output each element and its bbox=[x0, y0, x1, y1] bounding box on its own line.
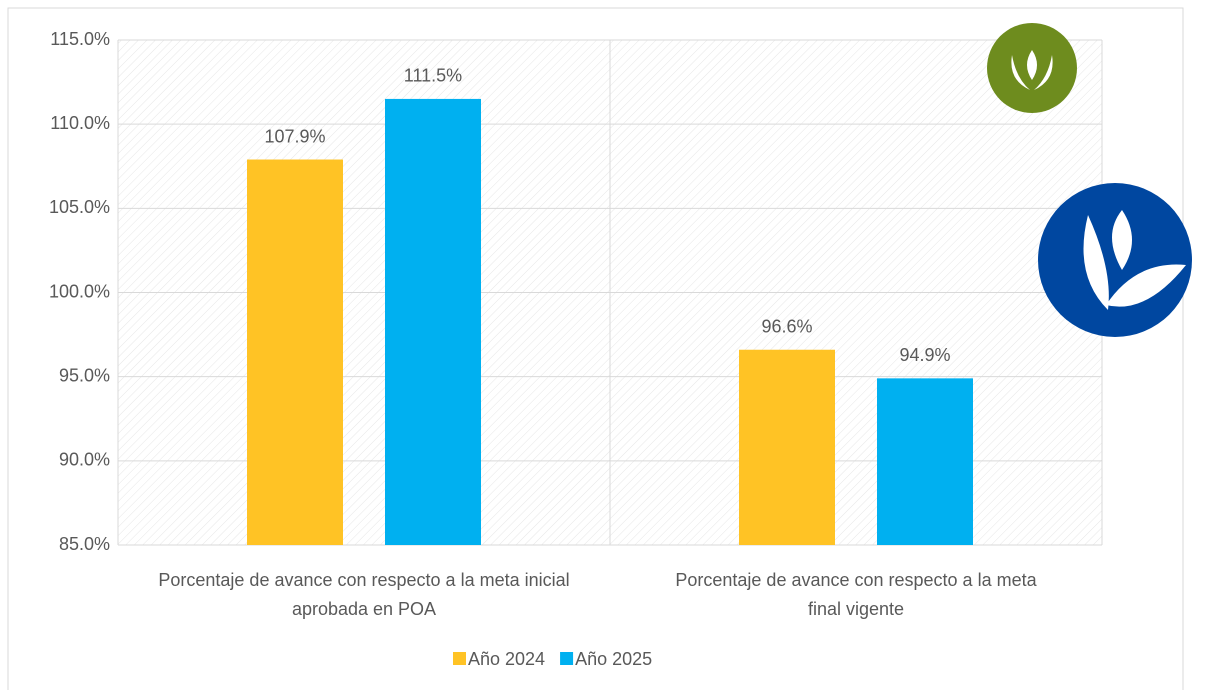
bar bbox=[739, 349, 835, 545]
legend-label: Año 2025 bbox=[575, 649, 652, 669]
value-label: 96.6% bbox=[761, 316, 812, 336]
y-tick-label: 95.0% bbox=[59, 365, 110, 385]
legend-label: Año 2024 bbox=[468, 649, 545, 669]
y-tick-label: 100.0% bbox=[49, 281, 110, 301]
bar bbox=[385, 98, 481, 546]
logo-green bbox=[987, 23, 1077, 113]
y-tick-label: 110.0% bbox=[50, 113, 110, 133]
legend-swatch bbox=[560, 652, 574, 665]
x-tick-label: Porcentaje de avance con respecto a la m… bbox=[675, 570, 1037, 619]
chart-border bbox=[7, 7, 1184, 690]
y-tick-label: 85.0% bbox=[59, 534, 110, 554]
legend-swatch bbox=[453, 652, 466, 665]
x-tick-label: Porcentaje de avance con respecto a la m… bbox=[158, 570, 570, 619]
bar bbox=[877, 378, 973, 545]
value-label: 94.9% bbox=[899, 345, 950, 365]
value-label: 111.5% bbox=[404, 66, 462, 86]
y-tick-label: 90.0% bbox=[59, 450, 110, 470]
y-tick-label: 105.0% bbox=[49, 197, 110, 217]
y-tick-label: 115.0% bbox=[50, 29, 110, 49]
logo-blue bbox=[1038, 183, 1192, 337]
value-label: 107.9% bbox=[264, 126, 325, 146]
bar bbox=[247, 159, 343, 545]
